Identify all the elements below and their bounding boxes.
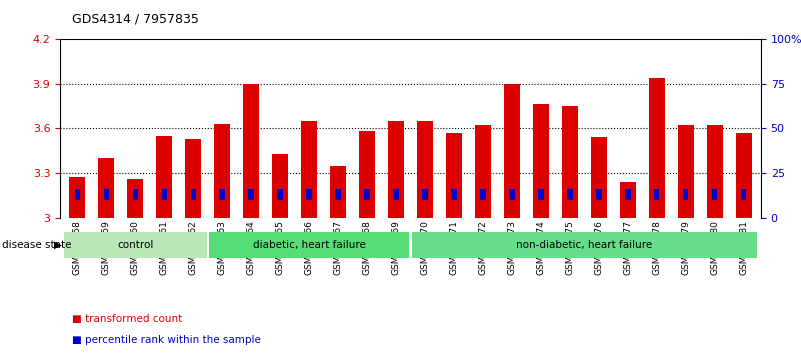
Text: disease state: disease state	[2, 240, 72, 250]
Bar	[678, 125, 694, 218]
Text: ▶: ▶	[54, 240, 62, 250]
Text: GDS4314 / 7957835: GDS4314 / 7957835	[72, 12, 199, 25]
Bar	[162, 189, 167, 200]
Bar	[591, 137, 606, 218]
Bar	[301, 121, 317, 218]
Bar	[451, 189, 457, 200]
Bar	[620, 182, 636, 218]
Bar	[219, 189, 225, 200]
Bar	[127, 179, 143, 218]
Text: non-diabetic, heart failure: non-diabetic, heart failure	[516, 240, 652, 250]
Bar	[364, 189, 370, 200]
Text: ■ transformed count: ■ transformed count	[72, 314, 183, 324]
Bar	[538, 189, 544, 200]
Text: control: control	[117, 240, 154, 250]
Bar	[741, 189, 747, 200]
Text: diabetic, heart failure: diabetic, heart failure	[252, 240, 365, 250]
Bar	[70, 177, 86, 218]
Bar	[567, 189, 573, 200]
Bar	[393, 189, 399, 200]
Bar	[209, 232, 409, 258]
Bar	[504, 84, 520, 218]
Bar	[248, 189, 254, 200]
Bar	[625, 189, 630, 200]
Bar	[64, 232, 207, 258]
Bar	[306, 189, 312, 200]
Bar	[596, 189, 602, 200]
Bar	[99, 158, 115, 218]
Bar	[422, 189, 428, 200]
Bar	[336, 189, 341, 200]
Bar	[244, 84, 260, 218]
Bar	[446, 133, 462, 218]
Bar	[103, 189, 109, 200]
Bar	[706, 125, 723, 218]
Bar	[156, 136, 172, 218]
Bar	[330, 166, 346, 218]
Bar	[509, 189, 515, 200]
Bar	[388, 121, 404, 218]
Bar	[133, 189, 138, 200]
Text: ■ percentile rank within the sample: ■ percentile rank within the sample	[72, 335, 261, 345]
Bar	[191, 189, 196, 200]
Bar	[185, 139, 201, 218]
Bar	[735, 133, 751, 218]
Bar	[277, 189, 283, 200]
Bar	[562, 106, 578, 218]
Bar	[215, 124, 230, 218]
Bar	[412, 232, 757, 258]
Bar	[533, 104, 549, 218]
Bar	[475, 125, 491, 218]
Bar	[417, 121, 433, 218]
Bar	[683, 189, 688, 200]
Bar	[712, 189, 718, 200]
Bar	[272, 154, 288, 218]
Bar	[359, 131, 375, 218]
Bar	[74, 189, 80, 200]
Bar	[654, 189, 659, 200]
Bar	[480, 189, 485, 200]
Bar	[649, 78, 665, 218]
